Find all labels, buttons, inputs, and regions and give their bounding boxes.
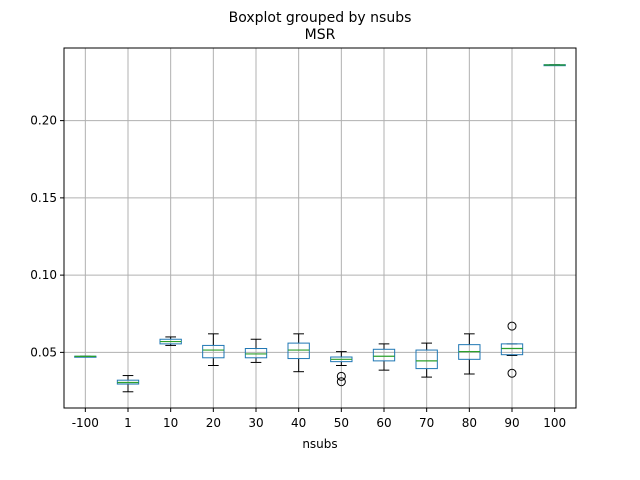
x-tick-label: 30 bbox=[248, 416, 263, 430]
box-group-1 bbox=[116, 375, 140, 393]
x-tick-label: 50 bbox=[334, 416, 349, 430]
x-tick-label: 1 bbox=[124, 416, 132, 430]
iqr-box bbox=[287, 342, 310, 360]
box-group-90 bbox=[500, 321, 524, 378]
outlier-point bbox=[507, 321, 517, 331]
x-tick-label: 100 bbox=[543, 416, 566, 430]
outlier-point bbox=[336, 377, 346, 387]
box-group-10 bbox=[159, 336, 182, 346]
box-group-70 bbox=[415, 342, 438, 378]
axis-ticks: -100 1 10 20 30 40 50 60 70 80 90 100 0.05 0.10 0.15 0.… bbox=[30, 114, 566, 430]
x-tick-label: 40 bbox=[291, 416, 306, 430]
box-group--100 bbox=[74, 355, 97, 358]
y-tick-label: 0.20 bbox=[30, 114, 57, 128]
iqr-box bbox=[202, 344, 225, 359]
box-group-100 bbox=[543, 64, 566, 67]
x-axis-label: nsubs bbox=[302, 437, 337, 451]
y-tick-label: 0.05 bbox=[30, 345, 57, 359]
chart-title: Boxplot grouped by nsubs bbox=[229, 10, 412, 26]
box-group-40 bbox=[287, 333, 310, 373]
iqr-box bbox=[244, 348, 268, 359]
y-tick-label: 0.10 bbox=[30, 268, 57, 282]
box-group-20 bbox=[202, 333, 225, 367]
x-tick-label: -100 bbox=[72, 416, 99, 430]
x-tick-label: 70 bbox=[419, 416, 434, 430]
x-tick-label: 20 bbox=[206, 416, 221, 430]
chart-subtitle: MSR bbox=[305, 27, 336, 43]
outlier-point bbox=[507, 368, 517, 378]
outlier-point bbox=[336, 371, 346, 381]
box-group-50 bbox=[330, 351, 353, 387]
boxes bbox=[74, 64, 566, 393]
iqr-box bbox=[415, 349, 438, 370]
box-group-30 bbox=[244, 338, 268, 363]
x-tick-label: 60 bbox=[376, 416, 391, 430]
iqr-box bbox=[500, 343, 524, 356]
plot-area-frame bbox=[63, 47, 577, 409]
box-group-60 bbox=[372, 343, 396, 371]
box-group-80 bbox=[458, 333, 481, 375]
x-tick-label: 10 bbox=[163, 416, 178, 430]
x-tick-label: 90 bbox=[504, 416, 519, 430]
x-tick-label: 80 bbox=[462, 416, 477, 430]
grid bbox=[64, 48, 576, 408]
y-tick-label: 0.15 bbox=[30, 191, 57, 205]
iqr-box bbox=[372, 348, 396, 362]
